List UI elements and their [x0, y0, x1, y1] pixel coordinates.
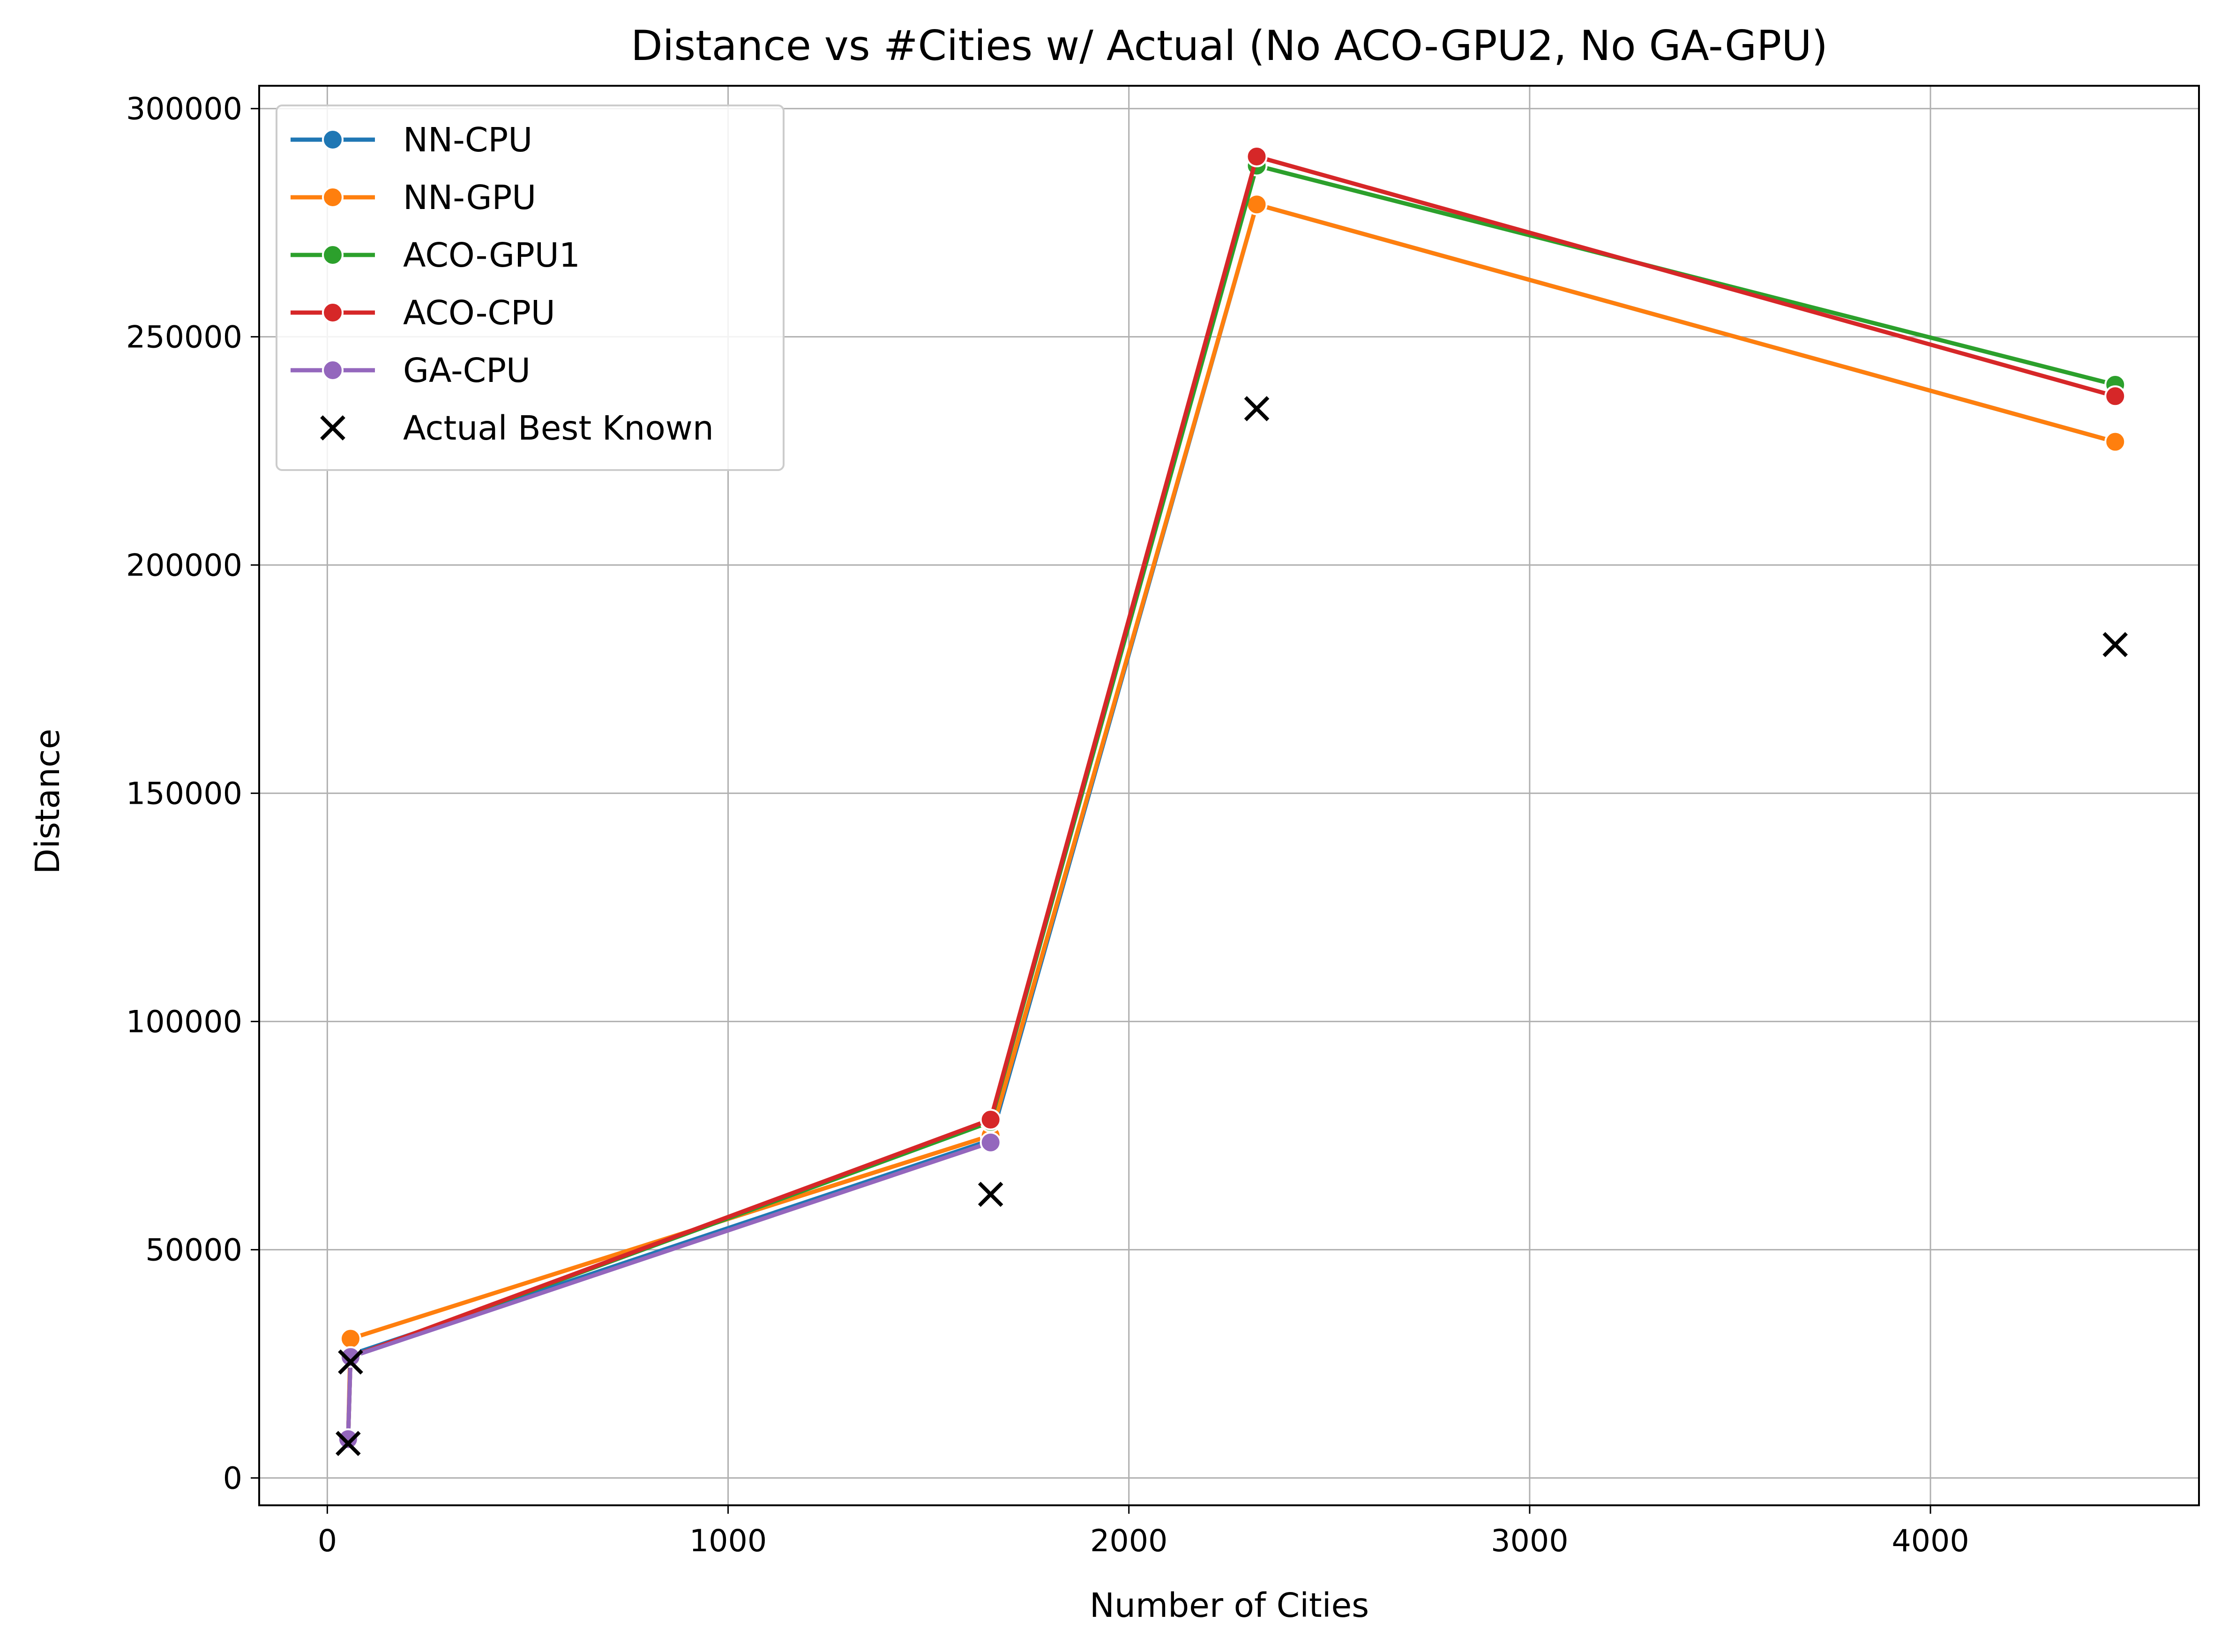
actual-best-known-point — [1244, 396, 1270, 421]
actual-best-known-point — [978, 1181, 1003, 1207]
legend-entry-ga-cpu: GA-CPU — [291, 351, 531, 390]
legend-entry-nn-cpu: NN-CPU — [291, 120, 532, 159]
legend: NN-CPU NN-GPU ACO-GPU1 ACO-CPU GA-CPU Actual … — [276, 105, 785, 471]
y-tick-label: 200000 — [126, 548, 242, 583]
legend-entry-aco-cpu: ACO-CPU — [291, 293, 555, 332]
y-tick-label: 150000 — [126, 777, 242, 812]
legend-entry-aco-gpu1: ACO-GPU1 — [291, 236, 580, 275]
legend-label: Actual Best Known — [403, 409, 714, 448]
legend-label: GA-CPU — [403, 351, 531, 390]
data-point-ga-cpu — [339, 1346, 361, 1368]
legend-marker-swatch — [322, 129, 344, 150]
data-point-aco-cpu — [1246, 145, 1268, 167]
plot-frame — [258, 85, 2200, 1506]
actual-best-known-point — [336, 1431, 361, 1456]
chart-title: Distance vs #Cities w/ Actual (No ACO-GP… — [631, 22, 1828, 70]
x-tick-label: 0 — [318, 1524, 337, 1559]
legend-label: ACO-GPU1 — [403, 236, 580, 275]
legend-entry-nn-gpu: NN-GPU — [291, 178, 536, 217]
data-point-ga-cpu — [980, 1131, 1002, 1153]
x-tick-label: 1000 — [689, 1524, 767, 1559]
legend-entry-actual-best-known: Actual Best Known — [320, 409, 714, 448]
series-ga-cpu — [337, 1131, 1002, 1450]
data-point-aco-cpu — [2104, 385, 2126, 407]
data-point-aco-cpu — [980, 1109, 1002, 1131]
actual-best-known-markers — [336, 396, 2128, 1456]
data-point-ga-cpu — [337, 1428, 359, 1450]
legend-marker-swatch — [322, 187, 344, 208]
x-marker-stroke — [2102, 632, 2128, 658]
actual-best-known-point — [2102, 632, 2128, 658]
y-tick-label: 100000 — [126, 1005, 242, 1040]
x-axis-ticks: 0 1000 2000 3000 4000 — [318, 1505, 1969, 1559]
y-tick-label: 250000 — [126, 320, 242, 355]
x-marker-stroke — [338, 1349, 363, 1375]
x-tick-label: 2000 — [1090, 1524, 1167, 1559]
y-tick-label: 300000 — [126, 92, 242, 127]
legend-marker-swatch — [322, 244, 344, 266]
data-point-nn-gpu — [339, 1328, 361, 1350]
legend-label: ACO-CPU — [403, 293, 555, 332]
legend-marker-swatch — [322, 359, 344, 381]
legend-label: NN-CPU — [403, 120, 532, 159]
x-marker-stroke — [336, 1431, 361, 1456]
actual-best-known-point — [338, 1349, 363, 1375]
x-marker-stroke — [978, 1181, 1003, 1207]
legend-marker-swatch — [322, 302, 344, 323]
y-tick-label: 50000 — [145, 1233, 242, 1268]
x-tick-label: 3000 — [1491, 1524, 1568, 1559]
data-point-nn-gpu — [2104, 431, 2126, 453]
x-marker-stroke — [1244, 396, 1270, 421]
legend-box — [276, 105, 785, 471]
y-axis-label: Distance — [28, 729, 67, 874]
grid-lines — [259, 86, 2199, 1505]
y-tick-label: 0 — [223, 1461, 242, 1496]
x-axis-label: Number of Cities — [1090, 1586, 1369, 1625]
series-layer — [337, 145, 2126, 1450]
legend-x-swatch — [320, 415, 345, 441]
y-axis-ticks: 0 50000 100000 150000 200000 250000 300000 — [126, 92, 259, 1496]
x-tick-label: 4000 — [1892, 1524, 1969, 1559]
legend-label: NN-GPU — [403, 178, 536, 217]
